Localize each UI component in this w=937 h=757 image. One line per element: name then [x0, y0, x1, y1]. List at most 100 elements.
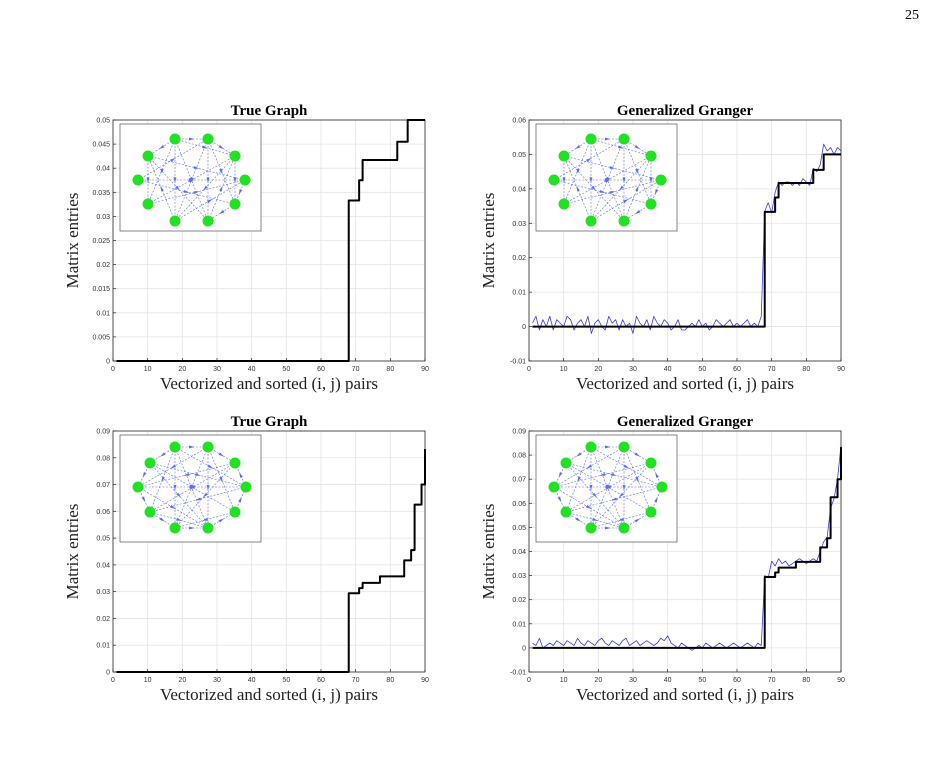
inset-edge-arrow: [207, 198, 213, 204]
y-tick-label: 0.06: [512, 501, 526, 508]
inset-edge-arrow: [635, 476, 639, 483]
inset-node: [585, 441, 597, 453]
inset-node: [229, 198, 241, 210]
y-tick-label: 0.025: [92, 238, 110, 245]
inset-edge-arrow: [202, 492, 208, 498]
inset-edge-arrow: [170, 504, 176, 510]
inset-edge-arrow: [202, 185, 208, 191]
x-tick-label: 70: [352, 677, 360, 684]
inset-edge: [174, 138, 209, 222]
inset-node: [169, 215, 181, 227]
inset-edge-arrow: [586, 464, 592, 469]
y-tick-label: 0.02: [512, 255, 526, 262]
y-axis-label: Matrix entries: [479, 504, 498, 600]
inset-edge-arrow: [176, 492, 181, 498]
inset-node: [548, 174, 560, 186]
y-tick-label: 0.01: [512, 290, 526, 297]
inset-edge-arrow: [604, 526, 611, 530]
y-tick-label: 0.005: [92, 334, 110, 341]
inset-node: [645, 506, 657, 518]
inset-edge-arrow: [618, 492, 624, 498]
inset-edge: [137, 138, 209, 181]
chart-title: True Graph: [231, 414, 308, 430]
inset-edge: [149, 511, 209, 529]
inset-node: [558, 198, 570, 210]
inset-node: [202, 522, 214, 534]
inset-edge-arrow: [622, 484, 626, 491]
y-tick-label: 0.01: [512, 621, 526, 628]
inset-edge-arrow: [195, 497, 201, 501]
chart-title: Generalized Granger: [617, 103, 754, 119]
y-tick-label: -0.01: [510, 670, 526, 677]
inset-edge: [174, 155, 236, 222]
y-tick-label: 0.04: [96, 166, 110, 173]
inset-edge: [553, 138, 625, 181]
inset-edge-arrow: [634, 144, 641, 150]
inset-node: [656, 481, 668, 493]
inset-node: [229, 457, 241, 469]
inset-edge-arrow: [219, 476, 223, 483]
inset-edge-arrow: [599, 472, 606, 476]
x-axis-label: Vectorized and sorted (i, j) pairs: [160, 374, 378, 393]
x-tick-label: 90: [837, 366, 845, 373]
chart-svg: 0 10 20 30 40 50 60 70 80 90-0.0100.010.020.030.0…: [479, 103, 845, 393]
x-tick-label: 50: [282, 677, 290, 684]
y-tick-label: 0: [106, 359, 110, 366]
x-tick-label: 60: [317, 366, 325, 373]
inset-node: [560, 506, 572, 518]
x-tick-label: 50: [698, 366, 706, 373]
inset-node: [169, 441, 181, 453]
y-tick-label: 0.07: [512, 477, 526, 484]
y-tick-label: 0.02: [512, 597, 526, 604]
y-axis-label: Matrix entries: [479, 193, 498, 289]
axes-box: [528, 119, 842, 362]
series-line-true: [532, 153, 841, 328]
inset-node: [618, 215, 630, 227]
inset-edge-arrow: [611, 472, 617, 476]
x-tick-label: 30: [213, 366, 221, 373]
inset-node: [239, 174, 251, 186]
inset-edge-arrow: [575, 452, 582, 457]
y-tick-label: 0.035: [92, 190, 110, 197]
inset-node: [202, 215, 214, 227]
inset-edge: [590, 446, 663, 488]
y-tick-label: 0.07: [96, 482, 110, 489]
inset-node: [618, 441, 630, 453]
inset-edge-arrow: [558, 472, 563, 478]
inset-edge-arrow: [623, 198, 629, 204]
inset-edge-arrow: [190, 177, 194, 183]
inset-edge: [590, 138, 625, 222]
x-tick-label: 60: [317, 677, 325, 684]
inset-node: [142, 150, 154, 162]
inset-edge-arrow: [218, 518, 225, 523]
inset-edge-arrow: [654, 189, 659, 195]
x-tick-label: 10: [560, 677, 568, 684]
inset-edge-arrow: [161, 476, 165, 483]
inset-graph: [119, 123, 262, 232]
x-tick-label: 70: [352, 366, 360, 373]
inset-edge-arrow: [611, 497, 617, 501]
inset-edge-arrow: [233, 177, 237, 183]
inset-edge-arrow: [159, 517, 166, 522]
inset-edge-arrow: [649, 177, 653, 183]
inset-node: [645, 198, 657, 210]
inset-edge-arrow: [175, 185, 181, 191]
inset-edge-arrow: [239, 472, 243, 478]
x-tick-label: 20: [594, 366, 602, 373]
x-tick-label: 40: [248, 366, 256, 373]
inset-edge-arrow: [170, 464, 176, 469]
inset-edge-arrow: [604, 445, 611, 449]
x-tick-label: 0: [527, 366, 531, 373]
inset-edge-arrow: [574, 144, 581, 150]
inset-node: [618, 133, 630, 145]
inset-node: [169, 133, 181, 145]
y-tick-label: 0.09: [512, 429, 526, 436]
inset-edge-arrow: [635, 185, 639, 192]
x-tick-label: 10: [144, 366, 152, 373]
y-tick-label: 0.04: [512, 549, 526, 556]
inset-edge: [174, 462, 236, 529]
x-tick-label: 10: [560, 366, 568, 373]
inset-node: [132, 174, 144, 186]
inset-edge-arrow: [188, 445, 195, 449]
inset-edge-arrow: [202, 145, 208, 149]
